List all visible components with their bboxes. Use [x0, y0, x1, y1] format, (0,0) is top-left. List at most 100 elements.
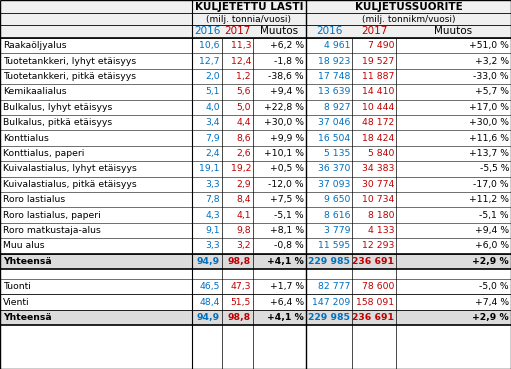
Text: +9,4 %: +9,4 % [475, 226, 509, 235]
Text: 7,9: 7,9 [205, 134, 220, 142]
Text: 2016: 2016 [316, 27, 342, 37]
Text: 48 172: 48 172 [362, 118, 394, 127]
Text: 4,0: 4,0 [205, 103, 220, 112]
Text: 94,9: 94,9 [197, 313, 220, 322]
Text: +10,1 %: +10,1 % [264, 149, 304, 158]
Text: 98,8: 98,8 [228, 313, 251, 322]
Text: +11,6 %: +11,6 % [469, 134, 509, 142]
Text: 9,1: 9,1 [205, 226, 220, 235]
Text: +4,1 %: +4,1 % [267, 257, 304, 266]
Text: +6,2 %: +6,2 % [270, 41, 304, 50]
Text: 11 887: 11 887 [362, 72, 394, 81]
Text: 30 774: 30 774 [362, 180, 394, 189]
Text: 18 923: 18 923 [318, 56, 350, 66]
Text: 13 639: 13 639 [318, 87, 350, 96]
Text: -17,0 %: -17,0 % [473, 180, 509, 189]
Text: +7,4 %: +7,4 % [475, 298, 509, 307]
Text: 8,6: 8,6 [237, 134, 251, 142]
Text: 37 046: 37 046 [318, 118, 350, 127]
Text: 4,3: 4,3 [205, 211, 220, 220]
Text: 17 748: 17 748 [318, 72, 350, 81]
Text: 18 424: 18 424 [362, 134, 394, 142]
Text: 19,1: 19,1 [199, 165, 220, 173]
Text: 2017: 2017 [361, 27, 387, 37]
Text: KULJETETTU LASTI: KULJETETTU LASTI [195, 1, 303, 11]
Text: 8 927: 8 927 [323, 103, 350, 112]
Text: 11,3: 11,3 [230, 41, 251, 50]
Text: 12,4: 12,4 [230, 56, 251, 66]
Text: 5,0: 5,0 [237, 103, 251, 112]
Bar [0, 0, 511, 38]
Text: Tuotetankkeri, pitkä etäisyys: Tuotetankkeri, pitkä etäisyys [3, 72, 136, 81]
Text: +7,5 %: +7,5 % [270, 195, 304, 204]
Text: 2,6: 2,6 [237, 149, 251, 158]
Text: Raakaöljyalus: Raakaöljyalus [3, 41, 66, 50]
Text: 3,4: 3,4 [205, 118, 220, 127]
Text: 1,2: 1,2 [237, 72, 251, 81]
Text: +22,8 %: +22,8 % [264, 103, 304, 112]
Text: 51,5: 51,5 [231, 298, 251, 307]
Text: 2,0: 2,0 [205, 72, 220, 81]
Text: +13,7 %: +13,7 % [469, 149, 509, 158]
Text: 12,7: 12,7 [199, 56, 220, 66]
Text: 2,9: 2,9 [237, 180, 251, 189]
Text: +17,0 %: +17,0 % [469, 103, 509, 112]
Text: 229 985: 229 985 [308, 313, 350, 322]
Text: 229 985: 229 985 [308, 257, 350, 266]
Bar [0, 310, 511, 325]
Text: 11 595: 11 595 [318, 241, 350, 251]
Text: 14 410: 14 410 [362, 87, 394, 96]
Text: 9,8: 9,8 [237, 226, 251, 235]
Text: Vienti: Vienti [3, 298, 30, 307]
Text: 7,8: 7,8 [205, 195, 220, 204]
Text: 78 600: 78 600 [362, 282, 394, 291]
Text: +8,1 %: +8,1 % [270, 226, 304, 235]
Text: Bulkalus, pitkä etäisyys: Bulkalus, pitkä etäisyys [3, 118, 112, 127]
Text: +0,5 %: +0,5 % [270, 165, 304, 173]
Text: (milj. tonnia/vuosi): (milj. tonnia/vuosi) [206, 14, 291, 24]
Text: +30,0 %: +30,0 % [264, 118, 304, 127]
Text: 5 135: 5 135 [324, 149, 350, 158]
Bar [0, 254, 511, 269]
Text: 7 490: 7 490 [367, 41, 394, 50]
Text: 3,2: 3,2 [237, 241, 251, 251]
Text: Muutos: Muutos [261, 27, 298, 37]
Text: 236 691: 236 691 [352, 257, 394, 266]
Text: -38,6 %: -38,6 % [268, 72, 304, 81]
Text: 3 779: 3 779 [323, 226, 350, 235]
Text: +2,9 %: +2,9 % [472, 313, 509, 322]
Text: Kuivalastialus, pitkä etäisyys: Kuivalastialus, pitkä etäisyys [3, 180, 137, 189]
Text: Kuivalastialus, lyhyt etäisyys: Kuivalastialus, lyhyt etäisyys [3, 165, 137, 173]
Text: 5 840: 5 840 [367, 149, 394, 158]
Text: 8 616: 8 616 [323, 211, 350, 220]
Text: 16 504: 16 504 [318, 134, 350, 142]
Text: 3,3: 3,3 [205, 180, 220, 189]
Text: +6,0 %: +6,0 % [475, 241, 509, 251]
Text: 36 370: 36 370 [318, 165, 350, 173]
Text: 48,4: 48,4 [199, 298, 220, 307]
Text: 19,2: 19,2 [230, 165, 251, 173]
Text: 236 691: 236 691 [352, 313, 394, 322]
Text: +3,2 %: +3,2 % [475, 56, 509, 66]
Text: 9 650: 9 650 [323, 195, 350, 204]
Text: 37 093: 37 093 [318, 180, 350, 189]
Text: 10 444: 10 444 [362, 103, 394, 112]
Text: -5,5 %: -5,5 % [479, 165, 509, 173]
Text: -1,8 %: -1,8 % [274, 56, 304, 66]
Text: 94,9: 94,9 [197, 257, 220, 266]
Text: -0,8 %: -0,8 % [274, 241, 304, 251]
Text: 2,4: 2,4 [205, 149, 220, 158]
Text: 46,5: 46,5 [200, 282, 220, 291]
Text: Roro lastialus: Roro lastialus [3, 195, 65, 204]
Text: +9,9 %: +9,9 % [270, 134, 304, 142]
Text: Konttialus, paperi: Konttialus, paperi [3, 149, 84, 158]
Text: -5,0 %: -5,0 % [479, 282, 509, 291]
Text: -5,1 %: -5,1 % [479, 211, 509, 220]
Text: 10 734: 10 734 [362, 195, 394, 204]
Text: +2,9 %: +2,9 % [472, 257, 509, 266]
Text: +11,2 %: +11,2 % [469, 195, 509, 204]
Text: 2017: 2017 [224, 27, 251, 37]
Text: 19 527: 19 527 [362, 56, 394, 66]
Text: +30,0 %: +30,0 % [469, 118, 509, 127]
Text: 4 961: 4 961 [323, 41, 350, 50]
